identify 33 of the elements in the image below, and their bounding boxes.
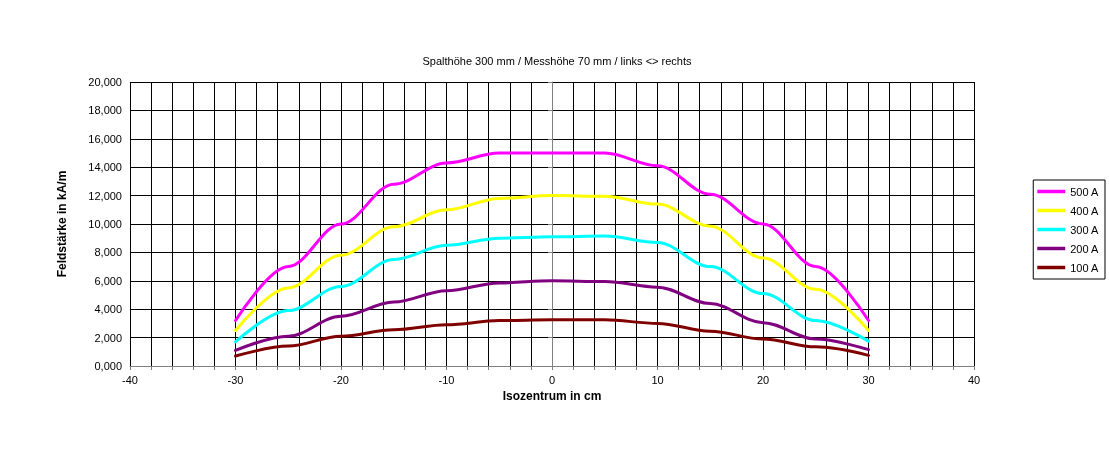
y-tick-label: 10,000 (88, 218, 122, 230)
legend-label: 200 A (1070, 242, 1100, 255)
x-tick-label: 30 (862, 373, 875, 386)
x-tick-label: 40 (967, 373, 981, 386)
x-tick-label: -20 (333, 373, 349, 386)
y-tick-label: 14,000 (88, 161, 122, 174)
x-axis-title: Isozentrum in cm (502, 389, 602, 403)
line-series (234, 318, 870, 358)
line-series (234, 194, 870, 332)
chart-title: Spalthöhe 300 mm / Messhöhe 70 mm / links <> rechts (422, 54, 692, 67)
line-series (234, 279, 870, 352)
legend-label: 300 A (1070, 223, 1100, 236)
x-tick-label: -40 (122, 373, 138, 386)
x-tick-label: 10 (651, 373, 664, 386)
x-tick-label: 20 (756, 373, 770, 386)
y-tick-label: 6,000 (94, 274, 122, 287)
legend-label: 100 A (1070, 261, 1100, 274)
y-tick-label: 16,000 (88, 132, 122, 145)
line-series (234, 234, 870, 344)
y-tick-label: 0,000 (94, 360, 122, 372)
y-tick-label: 4,000 (94, 303, 122, 316)
y-axis-title: Feldstärke in kA/m (55, 170, 69, 278)
y-tick-label: 20,000 (88, 76, 122, 88)
legend-label: 500 A (1070, 185, 1100, 198)
line-series (234, 151, 870, 323)
y-tick-label: 18,000 (88, 104, 122, 117)
x-tick-label: -10 (438, 373, 455, 386)
y-tick-label: 8,000 (94, 246, 122, 259)
y-tick-label: 2,000 (94, 331, 122, 344)
legend-label: 400 A (1070, 204, 1100, 217)
x-tick-label: -30 (227, 373, 244, 386)
y-tick-label: 12,000 (88, 189, 122, 202)
x-tick-label: 0 (548, 373, 556, 386)
